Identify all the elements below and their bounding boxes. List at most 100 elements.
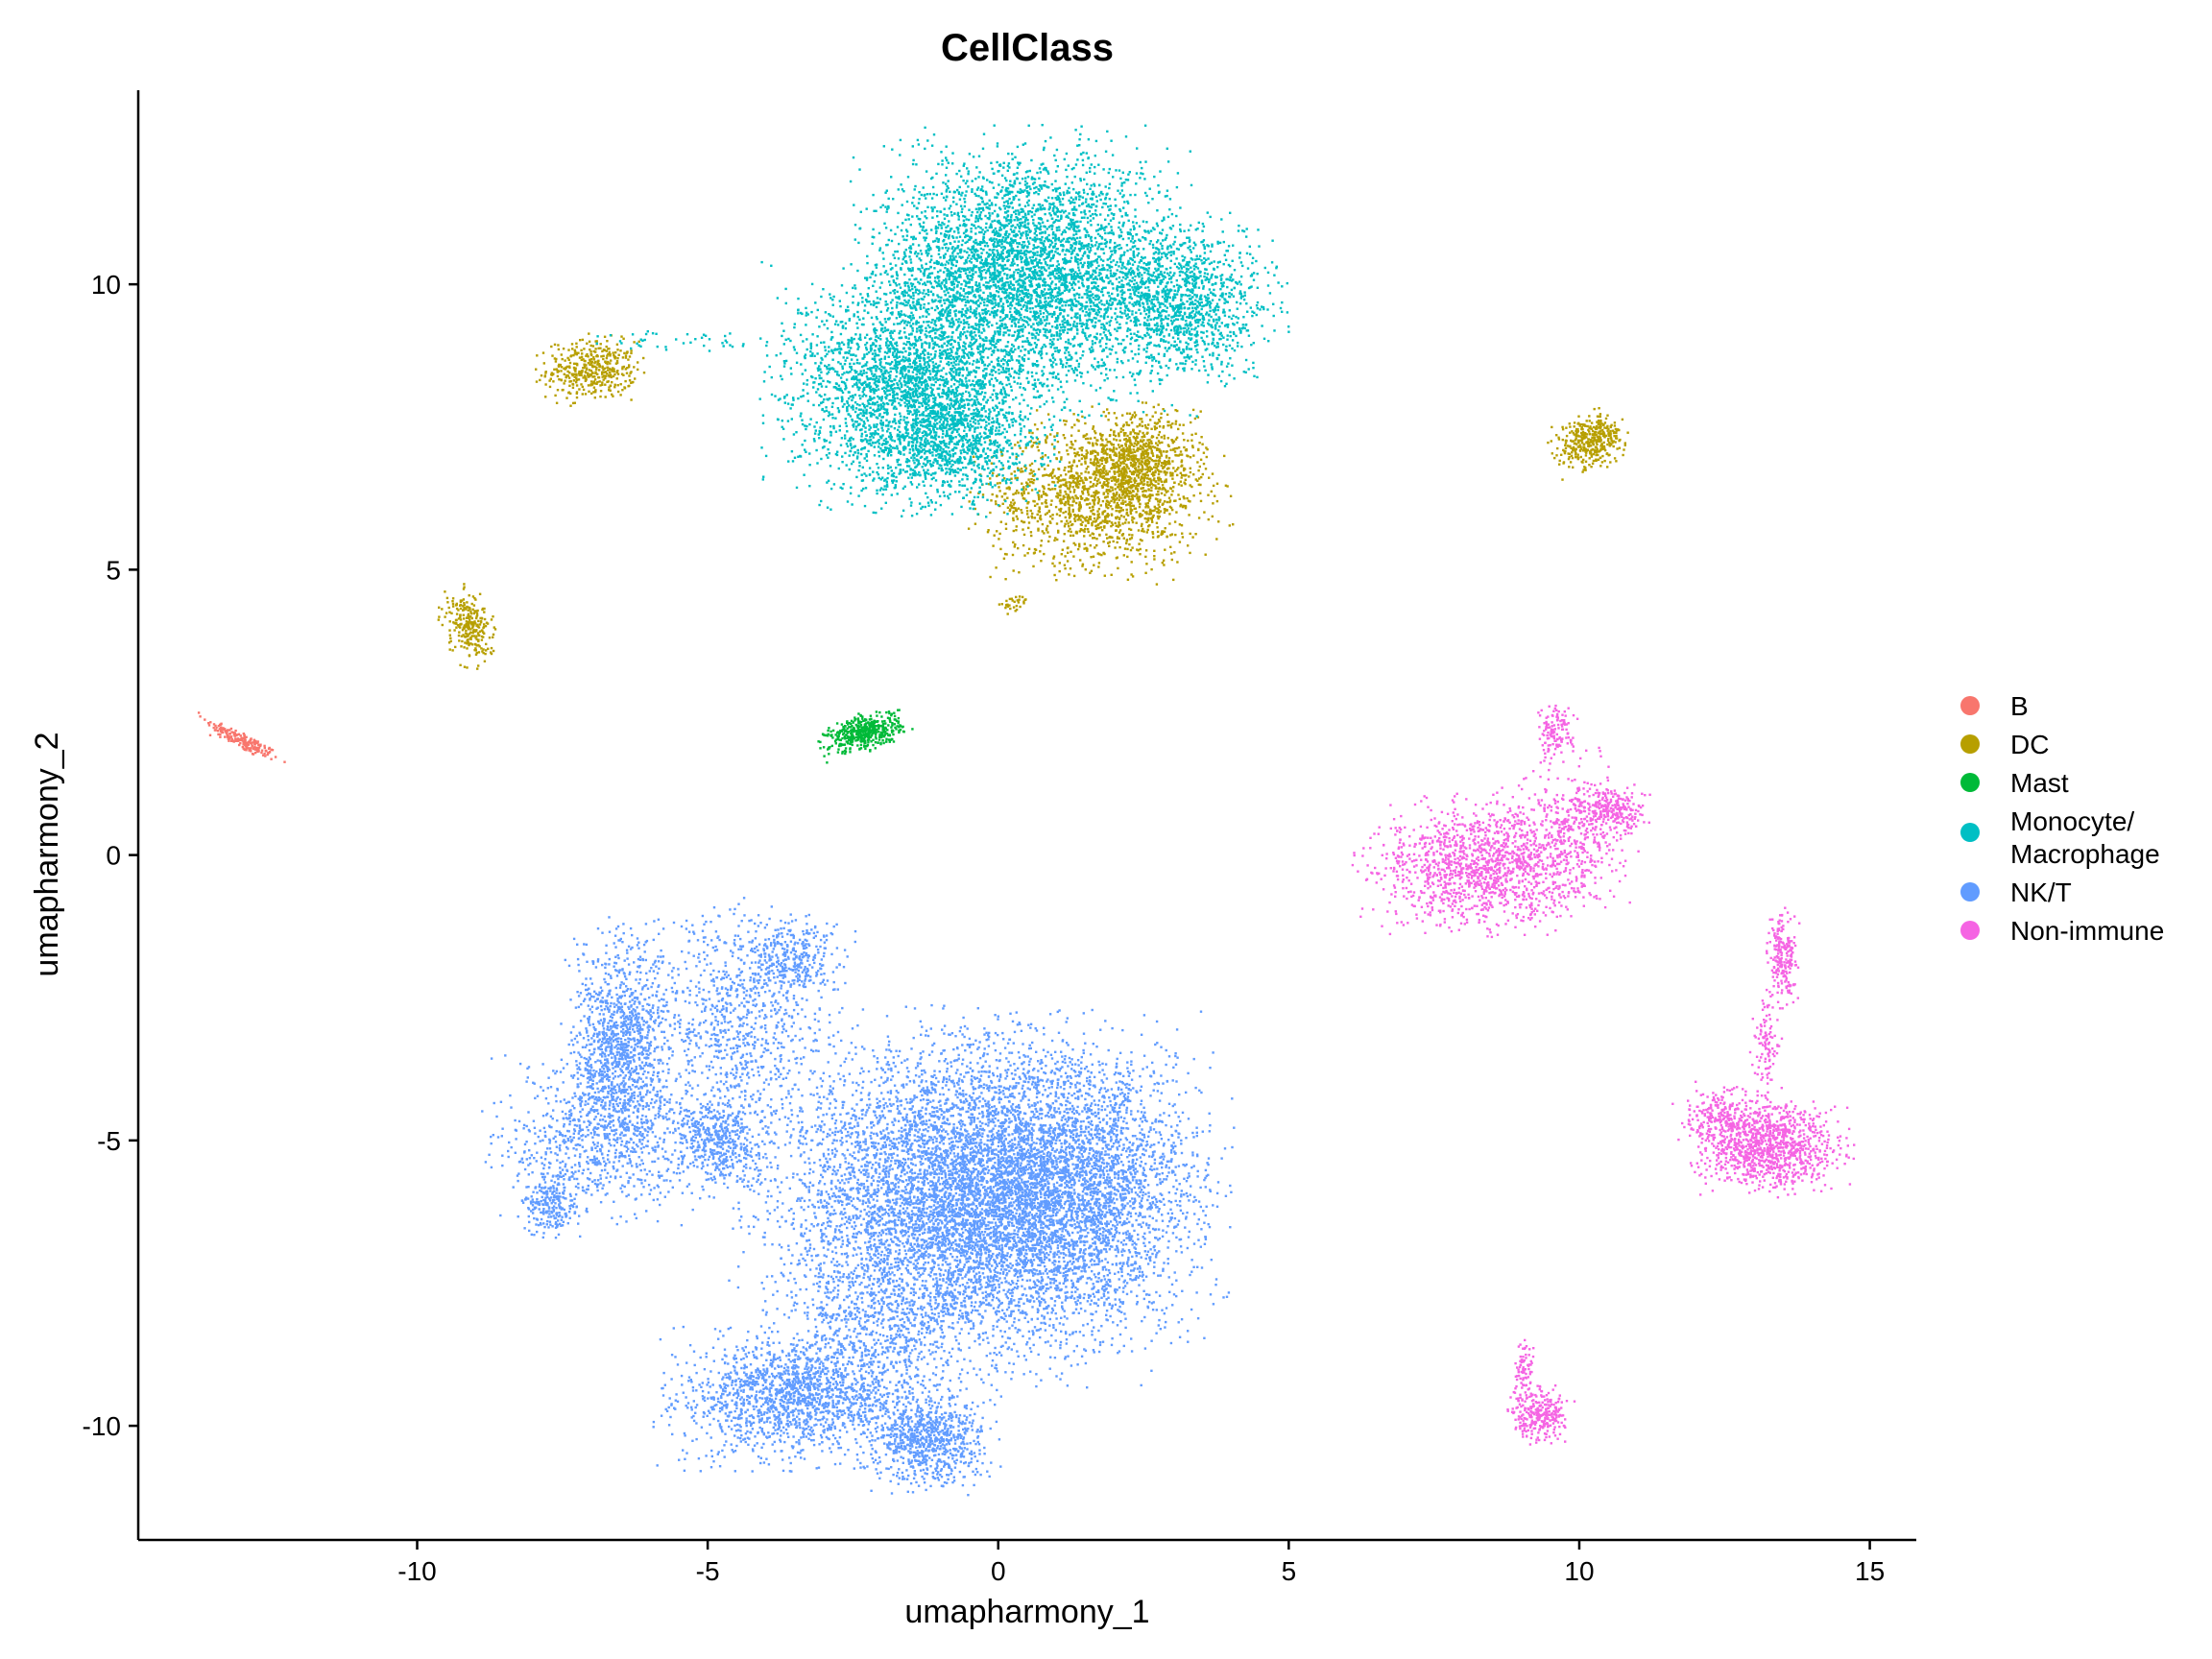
point	[1599, 413, 1601, 415]
point	[1018, 601, 1020, 603]
point	[1094, 517, 1095, 519]
point	[1093, 565, 1094, 566]
point	[1157, 463, 1159, 465]
point	[951, 162, 953, 164]
point	[588, 391, 589, 393]
point	[1157, 373, 1159, 374]
point	[1136, 493, 1138, 495]
point	[1118, 460, 1119, 462]
point	[1074, 543, 1076, 545]
point	[1215, 538, 1217, 540]
point	[1096, 517, 1098, 519]
point	[1170, 426, 1172, 428]
point	[1120, 247, 1122, 249]
point	[1158, 535, 1160, 537]
point	[1172, 486, 1174, 488]
point	[1113, 446, 1115, 448]
point	[597, 348, 599, 349]
point	[1104, 484, 1106, 486]
point	[1145, 521, 1147, 523]
point	[1158, 509, 1160, 511]
point	[581, 370, 583, 372]
point	[626, 373, 628, 374]
point	[846, 722, 848, 724]
point	[1190, 484, 1191, 486]
point	[1063, 541, 1065, 542]
point	[606, 373, 608, 374]
point	[219, 733, 221, 735]
point	[1158, 479, 1160, 481]
point	[1168, 513, 1170, 515]
point	[1598, 437, 1599, 439]
point	[1117, 567, 1118, 569]
point	[1022, 521, 1024, 523]
point	[1551, 452, 1553, 454]
point	[1606, 415, 1608, 417]
point	[484, 618, 486, 620]
point	[1162, 228, 1164, 230]
point	[1599, 425, 1601, 427]
point	[1577, 435, 1579, 437]
point	[1555, 434, 1557, 436]
point	[1027, 527, 1029, 529]
point	[1130, 431, 1132, 433]
point	[1098, 508, 1100, 510]
point	[1142, 248, 1144, 250]
point	[625, 354, 627, 356]
point	[582, 358, 584, 360]
point	[1098, 469, 1100, 471]
point	[1139, 430, 1141, 432]
point	[1138, 542, 1140, 544]
point	[1082, 529, 1084, 531]
point	[608, 348, 610, 349]
point	[1203, 511, 1205, 513]
point	[952, 197, 954, 199]
point	[841, 723, 843, 725]
point	[596, 360, 598, 362]
point	[970, 310, 972, 312]
point	[1055, 506, 1057, 508]
point	[492, 615, 493, 617]
point	[1180, 504, 1182, 506]
point	[473, 613, 475, 614]
scatter-points	[198, 124, 1856, 1496]
point	[1007, 507, 1009, 509]
point	[1027, 517, 1029, 518]
point	[1596, 425, 1598, 427]
point	[893, 740, 895, 742]
point	[616, 349, 618, 350]
point	[1113, 470, 1115, 472]
point	[1070, 446, 1072, 448]
point	[1042, 485, 1044, 487]
point	[1175, 511, 1177, 513]
point	[611, 381, 613, 383]
point	[242, 743, 244, 745]
point	[1070, 470, 1071, 472]
point	[1158, 503, 1160, 505]
point	[1152, 517, 1154, 518]
point	[1161, 436, 1163, 438]
point	[1012, 512, 1014, 514]
point	[977, 176, 979, 178]
point	[479, 593, 481, 595]
point	[882, 742, 884, 744]
point	[451, 600, 453, 602]
point	[551, 354, 553, 356]
point	[458, 635, 460, 637]
point	[605, 375, 607, 377]
point	[1145, 195, 1147, 197]
point	[1147, 485, 1149, 487]
point	[1025, 468, 1027, 469]
point	[471, 627, 473, 629]
point	[1009, 307, 1011, 309]
point	[1622, 454, 1623, 456]
point	[1013, 196, 1015, 198]
point	[1002, 166, 1004, 168]
point	[932, 361, 934, 363]
point	[1085, 524, 1087, 526]
point	[994, 535, 996, 537]
point	[1060, 456, 1062, 458]
point	[1084, 462, 1086, 464]
point	[554, 344, 556, 346]
point	[1150, 568, 1152, 570]
